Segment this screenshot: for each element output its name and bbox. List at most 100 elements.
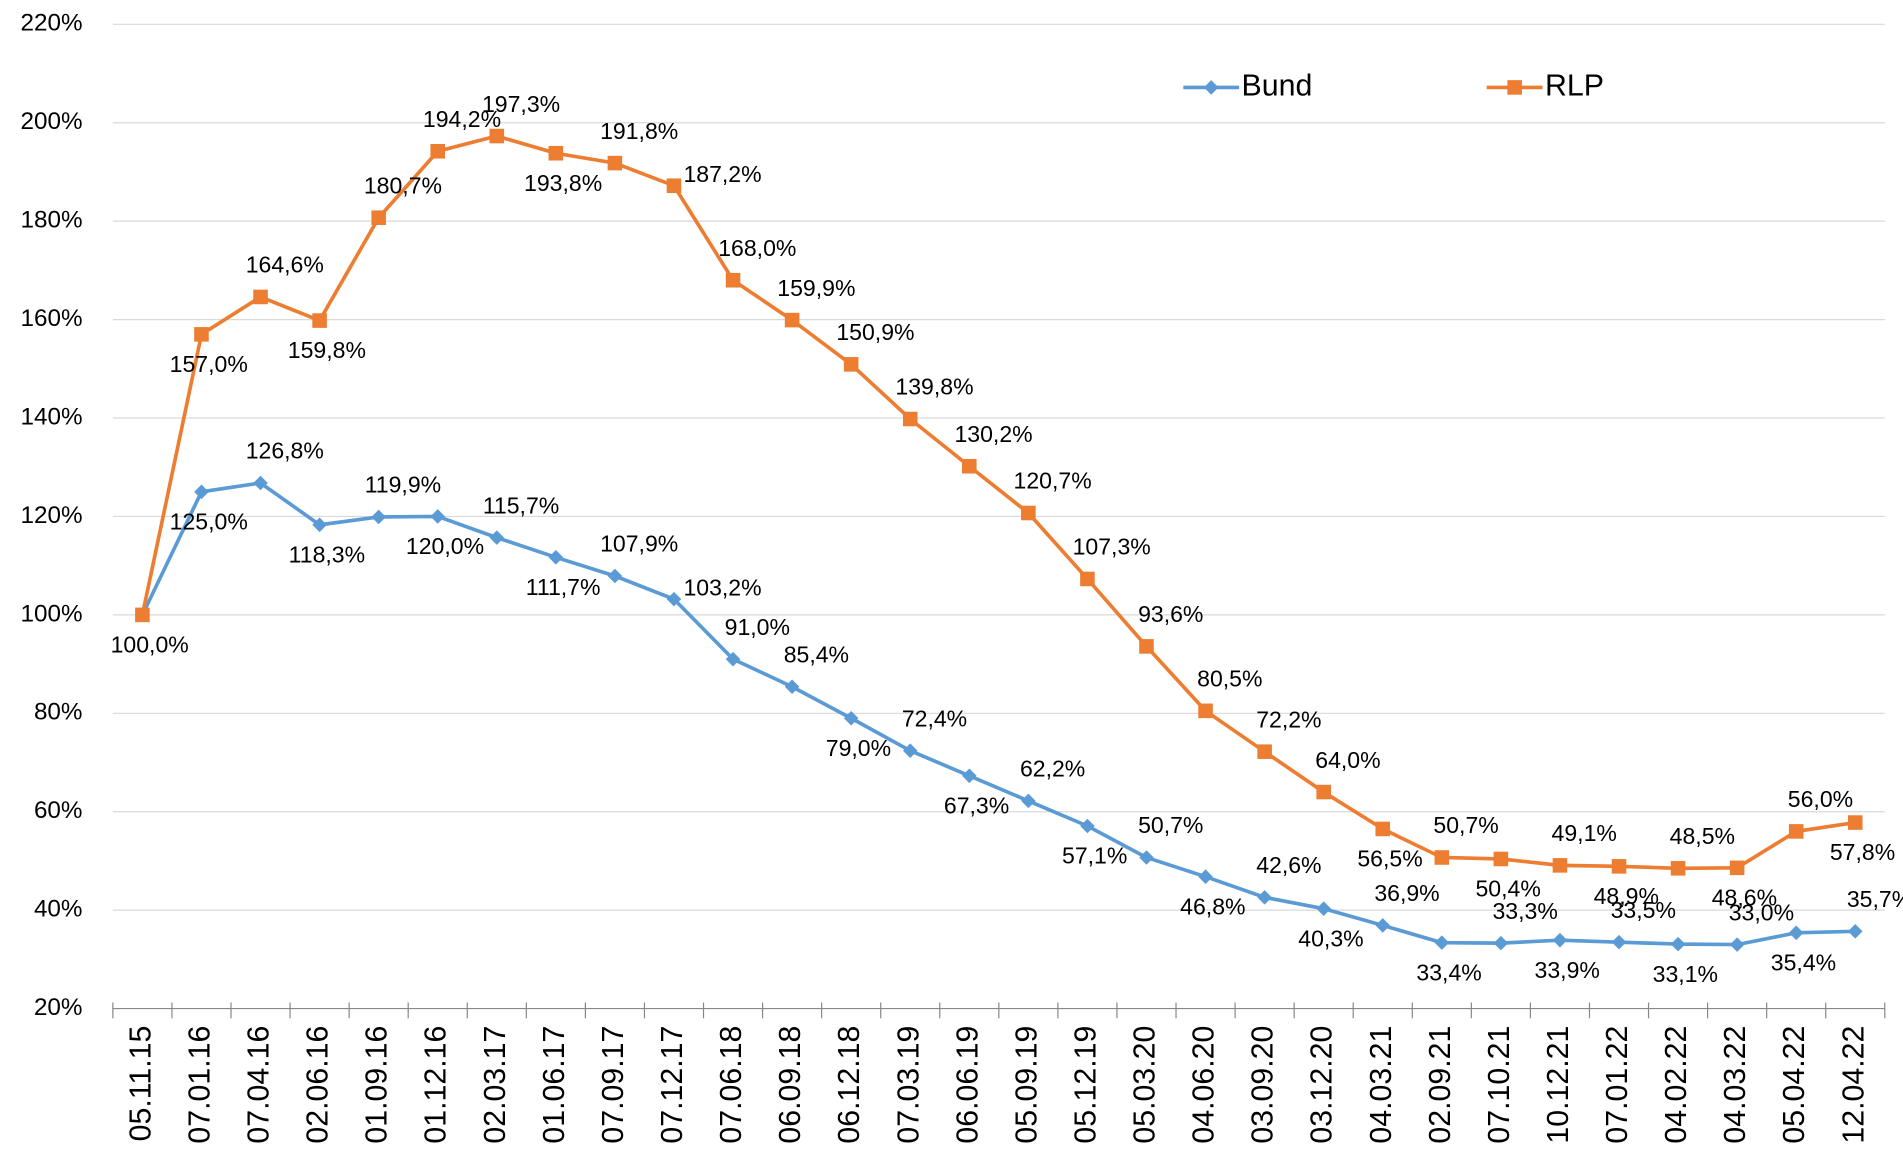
marker <box>1788 925 1804 941</box>
x-tick-label: 05.09.19 <box>1010 1026 1043 1144</box>
y-tick-label: 100% <box>20 600 82 627</box>
data-label: 159,9% <box>777 275 855 301</box>
marker <box>194 327 209 342</box>
marker <box>1257 744 1272 759</box>
x-tick-label: 06.12.18 <box>833 1026 866 1144</box>
marker <box>1198 869 1213 884</box>
data-label: 42,6% <box>1256 852 1321 878</box>
marker <box>902 411 918 427</box>
marker <box>607 155 623 171</box>
data-label: 50,7% <box>1138 812 1203 838</box>
marker <box>1611 934 1627 950</box>
marker <box>1670 861 1686 876</box>
marker <box>489 530 505 545</box>
data-label: 33,0% <box>1729 899 1794 925</box>
marker <box>1670 936 1686 952</box>
marker <box>1257 890 1272 905</box>
x-tick-label: 01.06.17 <box>538 1026 571 1144</box>
data-label: 107,9% <box>600 531 678 557</box>
x-tick-label: 10.12.21 <box>1542 1026 1575 1144</box>
x-tick-label: 02.09.21 <box>1424 1026 1457 1144</box>
y-tick-label: 80% <box>34 699 83 726</box>
data-label: 91,0% <box>725 614 790 640</box>
data-label: 79,0% <box>826 735 891 761</box>
data-label: 118,3% <box>289 541 365 567</box>
marker <box>784 679 800 695</box>
marker <box>371 210 386 226</box>
x-tick-label: 05.03.20 <box>1129 1026 1162 1144</box>
legend-marker <box>1507 80 1522 95</box>
marker <box>1021 505 1036 521</box>
x-tick-label: 07.03.19 <box>892 1026 925 1144</box>
data-label: 35,7% <box>1847 886 1903 912</box>
marker <box>312 313 327 328</box>
x-tick-label: 07.10.21 <box>1483 1026 1516 1144</box>
x-tick-label: 01.12.16 <box>420 1026 453 1144</box>
data-label: 193,8% <box>524 170 602 196</box>
x-tick-label: 01.09.16 <box>361 1026 394 1144</box>
marker <box>902 743 918 758</box>
marker <box>548 550 564 565</box>
marker <box>1729 860 1745 876</box>
data-label: 72,2% <box>1256 706 1321 732</box>
marker <box>1493 935 1509 951</box>
y-tick-label: 140% <box>20 403 82 430</box>
marker <box>784 312 800 328</box>
marker <box>1729 937 1745 952</box>
marker <box>607 568 623 584</box>
marker <box>1552 858 1568 873</box>
marker <box>1198 703 1213 719</box>
x-tick-label: 07.09.17 <box>597 1026 630 1144</box>
marker <box>1375 821 1391 837</box>
data-label: 56,5% <box>1357 846 1422 872</box>
data-label: 150,9% <box>836 319 914 345</box>
data-label: 49,1% <box>1552 820 1617 846</box>
data-label: 119,9% <box>365 472 441 498</box>
x-tick-label: 05.12.19 <box>1069 1026 1102 1144</box>
data-label: 48,9% <box>1594 883 1659 909</box>
legend-marker <box>1203 80 1219 95</box>
x-tick-label: 02.06.16 <box>302 1026 335 1144</box>
data-label: 33,4% <box>1416 959 1481 985</box>
data-label: 33,5% <box>1611 897 1676 923</box>
data-label: 100,0% <box>111 632 189 658</box>
data-label: 157,0% <box>170 351 248 377</box>
data-label: 57,1% <box>1062 843 1127 869</box>
x-tick-label: 05.04.22 <box>1778 1026 1811 1144</box>
data-label: 40,3% <box>1298 925 1363 951</box>
x-tick-label: 05.11.15 <box>124 1026 157 1142</box>
data-label: 56,0% <box>1788 786 1853 812</box>
marker <box>1375 918 1391 933</box>
x-tick-label: 07.01.22 <box>1601 1026 1634 1144</box>
data-label: 36,9% <box>1374 880 1439 906</box>
data-label: 33,1% <box>1653 961 1718 987</box>
marker <box>962 768 977 784</box>
data-label: 159,8% <box>288 337 366 363</box>
x-tick-label: 12.04.22 <box>1837 1026 1870 1144</box>
data-label: 72,4% <box>902 705 967 731</box>
data-label: 194,2% <box>423 106 501 132</box>
x-tick-label: 03.12.20 <box>1306 1026 1339 1144</box>
data-label: 48,5% <box>1670 823 1735 849</box>
marker <box>666 178 682 194</box>
x-tick-label: 04.06.20 <box>1188 1026 1221 1144</box>
marker <box>1788 824 1804 839</box>
data-label: 191,8% <box>600 118 678 144</box>
marker <box>1021 793 1036 809</box>
data-label: 120,0% <box>406 533 484 559</box>
marker <box>253 289 268 305</box>
y-tick-label: 60% <box>34 797 83 824</box>
y-tick-label: 40% <box>34 896 83 923</box>
marker <box>1080 571 1095 587</box>
data-label: 111,7% <box>526 574 601 600</box>
x-tick-label: 04.03.21 <box>1365 1026 1398 1144</box>
marker <box>1139 850 1154 865</box>
marker <box>1847 924 1863 939</box>
data-label: 50,4% <box>1475 876 1540 902</box>
data-label: 35,4% <box>1771 949 1836 975</box>
data-label: 64,0% <box>1315 747 1380 773</box>
marker <box>1316 901 1331 916</box>
x-tick-label: 07.01.16 <box>183 1026 216 1144</box>
marker <box>725 272 741 288</box>
